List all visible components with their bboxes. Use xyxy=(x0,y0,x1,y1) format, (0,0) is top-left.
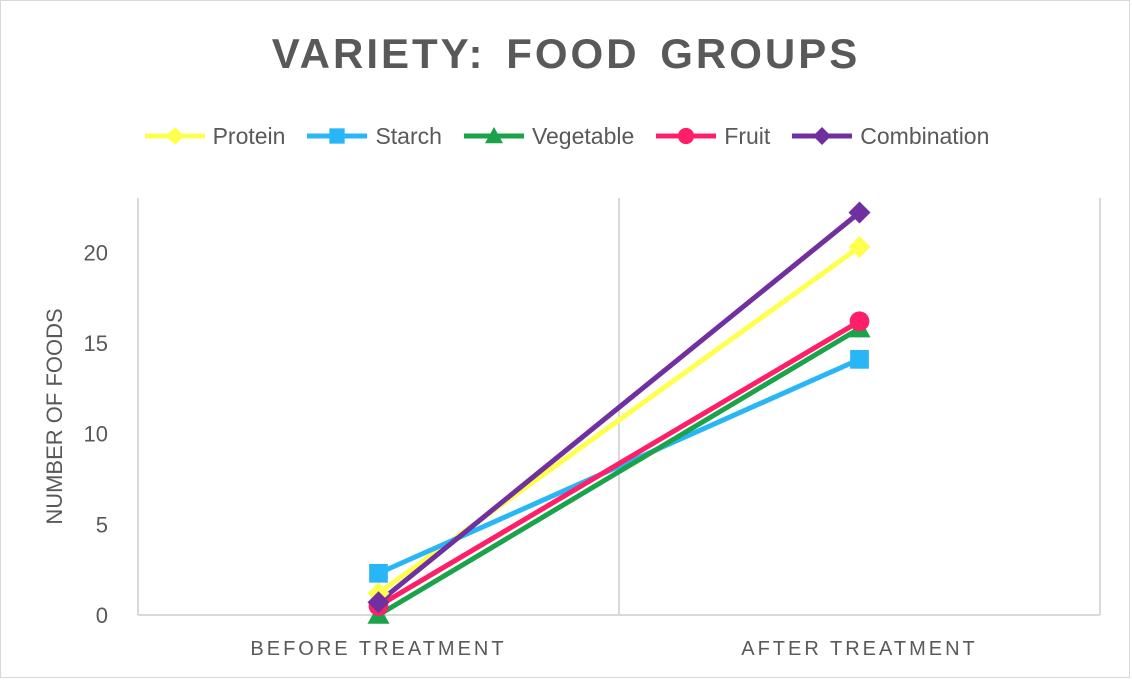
legend-label: Fruit xyxy=(724,122,771,149)
x-category-label: BEFORE TREATMENT xyxy=(250,638,506,660)
data-point-starch xyxy=(850,350,869,369)
data-point-combination xyxy=(848,201,871,224)
y-tick-label: 15 xyxy=(84,331,108,356)
x-category-label: AFTER TREATMENT xyxy=(741,638,977,660)
legend-swatch-protein xyxy=(144,127,205,145)
legend-swatch-fruit xyxy=(656,127,717,145)
legend-label: Vegetable xyxy=(531,122,635,149)
y-tick-label: 5 xyxy=(96,512,108,537)
chart-legend: Protein Starch Vegetable Fruit Combination xyxy=(0,118,1132,154)
legend-item-fruit: Fruit xyxy=(654,123,770,150)
y-tick-label: 10 xyxy=(84,422,108,447)
data-point-combination xyxy=(367,591,390,614)
data-point-starch xyxy=(369,563,388,583)
series-line-combination xyxy=(376,210,862,605)
legend-item-protein: Protein xyxy=(143,122,286,150)
y-axis-label: NUMBER OF FOODS xyxy=(42,308,67,524)
legend-marker xyxy=(329,128,346,144)
legend-marker xyxy=(813,127,832,145)
data-point-fruit xyxy=(849,311,870,332)
y-tick-label: 20 xyxy=(84,240,108,265)
legend-swatch-vegetable xyxy=(463,127,524,144)
legend-label: Starch xyxy=(375,122,442,149)
legend-marker xyxy=(678,127,695,145)
legend-marker xyxy=(165,127,184,145)
legend-swatch-combination xyxy=(792,127,853,145)
series-line-fruit xyxy=(377,319,861,609)
legend-item-starch: Starch xyxy=(305,122,442,150)
y-tick-label: 0 xyxy=(96,603,108,628)
legend-marker xyxy=(484,127,503,144)
series-line-vegetable xyxy=(377,326,861,618)
legend-label: Combination xyxy=(860,122,990,149)
legend-item-vegetable: Vegetable xyxy=(462,123,634,150)
data-point-protein xyxy=(848,235,871,258)
chart-title: VARIETY: FOOD GROUPS xyxy=(271,30,861,77)
legend-label: Protein xyxy=(212,122,286,149)
legend-swatch-starch xyxy=(307,128,368,144)
legend-item-combination: Combination xyxy=(790,123,989,150)
